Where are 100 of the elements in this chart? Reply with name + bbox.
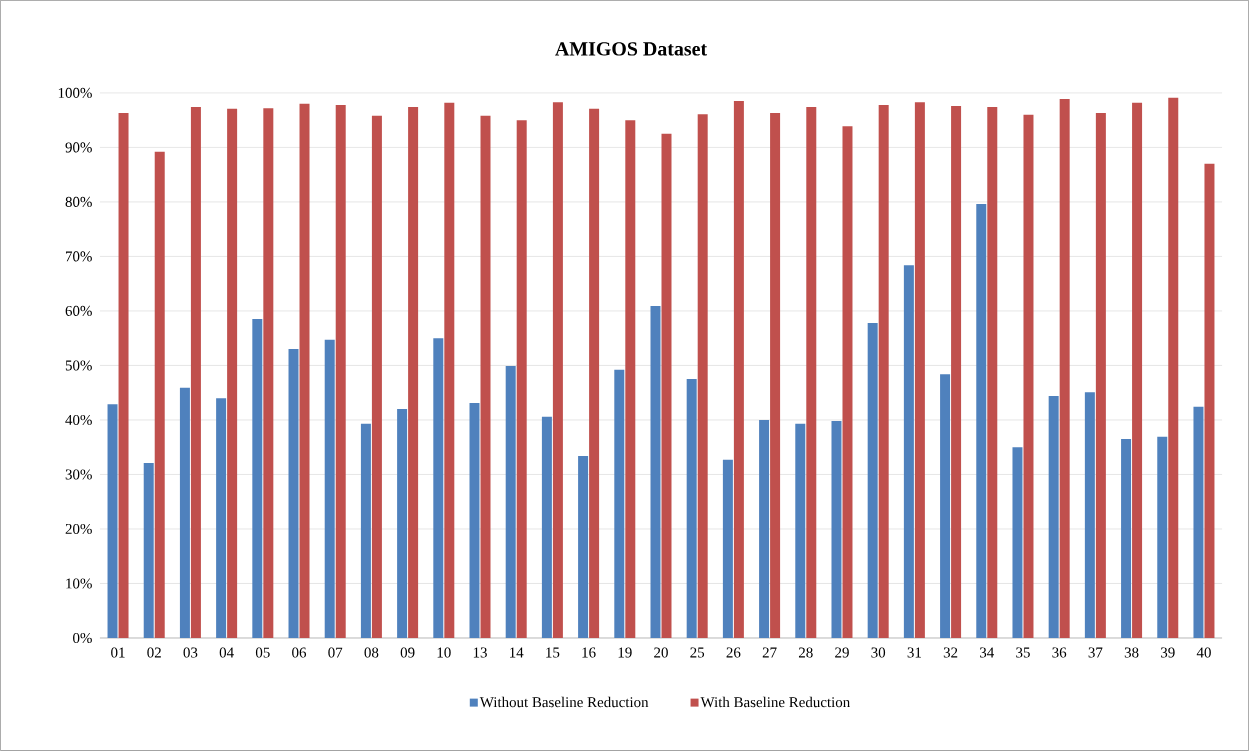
bar — [614, 369, 625, 639]
x-tick-label: 26 — [726, 647, 741, 658]
bar — [1095, 113, 1106, 639]
x-tick-label: 37 — [1088, 647, 1103, 658]
bar — [263, 108, 274, 639]
y-tick-label: 30% — [65, 469, 92, 480]
y-tick-label: 90% — [65, 142, 92, 153]
x-tick-label: 31 — [907, 647, 921, 658]
bar — [733, 101, 744, 639]
bar — [190, 107, 201, 639]
x-tick-label: 29 — [835, 647, 849, 658]
bar — [878, 104, 889, 639]
bar — [1193, 406, 1204, 639]
bar — [759, 420, 770, 639]
x-tick-label: 39 — [1161, 647, 1175, 658]
y-tick-label: 10% — [66, 578, 92, 589]
y-tick-label: 20% — [65, 523, 92, 535]
bar — [650, 306, 661, 639]
bar — [299, 103, 310, 639]
bar — [940, 374, 951, 639]
legend-label: With Baseline Reduction — [700, 696, 850, 708]
bar — [516, 120, 527, 639]
bar — [722, 459, 733, 639]
bar — [1121, 439, 1132, 639]
bar — [143, 463, 154, 639]
x-tick-label: 15 — [546, 647, 560, 658]
bar — [335, 104, 346, 639]
bar — [686, 379, 697, 639]
bar — [806, 107, 817, 639]
bar — [1204, 163, 1215, 639]
bar — [408, 107, 419, 639]
bar — [541, 416, 552, 639]
bar — [552, 102, 563, 639]
x-tick-label: 10 — [437, 647, 451, 658]
bar — [252, 319, 263, 639]
bar — [480, 115, 491, 639]
x-tick-label: 09 — [400, 647, 415, 658]
bar — [433, 338, 444, 639]
bar — [154, 151, 165, 639]
bar — [1059, 98, 1070, 639]
bar — [227, 108, 238, 639]
x-tick-label: 40 — [1196, 647, 1211, 658]
x-tick-label: 02 — [147, 647, 161, 658]
bar — [1012, 447, 1023, 639]
x-tick-label: 34 — [980, 647, 995, 658]
bar — [324, 339, 335, 639]
x-tick-label: 16 — [582, 647, 596, 658]
bar — [661, 133, 672, 639]
bar — [1132, 102, 1143, 639]
bar — [179, 387, 190, 639]
legend-label: Without Baseline Reduction — [479, 696, 649, 708]
bar — [578, 455, 589, 639]
bar — [867, 322, 878, 639]
x-tick-label: 32 — [943, 647, 958, 658]
bar — [118, 113, 129, 639]
bar — [795, 423, 806, 639]
x-tick-label: 19 — [618, 647, 632, 658]
bar — [397, 409, 408, 639]
bar — [444, 102, 455, 639]
bar — [976, 204, 987, 639]
bar — [371, 115, 382, 639]
bar — [625, 120, 636, 639]
bar — [360, 423, 371, 639]
x-tick-label: 20 — [654, 647, 668, 658]
chart-title: AMIGOS Dataset — [555, 42, 708, 56]
y-tick-label: 70% — [65, 251, 92, 262]
x-tick-label: 28 — [798, 647, 813, 658]
y-tick-label: 0% — [73, 632, 92, 644]
x-tick-label: 30 — [871, 647, 886, 658]
y-tick-label: 40% — [65, 414, 92, 426]
x-tick-label: 35 — [1016, 647, 1030, 658]
y-tick-label: 80% — [65, 196, 92, 208]
x-tick-label: 04 — [219, 647, 234, 658]
bar — [770, 113, 781, 639]
bar — [505, 366, 516, 639]
y-tick-label: 60% — [65, 305, 92, 317]
bar — [469, 403, 480, 639]
x-tick-label: 25 — [690, 647, 705, 658]
bar — [831, 421, 842, 639]
x-tick-label: 36 — [1052, 647, 1067, 658]
x-tick-label: 08 — [364, 647, 379, 658]
x-tick-label: 13 — [473, 647, 487, 658]
bar — [1048, 396, 1059, 639]
bar — [589, 108, 600, 639]
bar — [697, 114, 708, 639]
x-tick-label: 38 — [1124, 647, 1139, 658]
y-tick-label: 100% — [58, 87, 92, 99]
bar — [1168, 97, 1179, 639]
bar — [216, 398, 227, 639]
bar — [914, 102, 925, 639]
bar — [288, 349, 299, 639]
bar — [842, 126, 853, 639]
x-tick-label: 07 — [328, 647, 343, 658]
bar — [903, 265, 914, 639]
bar — [1157, 436, 1168, 639]
bar — [1084, 392, 1095, 639]
x-tick-label: 03 — [183, 647, 198, 658]
bar — [987, 107, 998, 639]
x-tick-label: 14 — [510, 647, 524, 658]
bar — [107, 404, 118, 639]
